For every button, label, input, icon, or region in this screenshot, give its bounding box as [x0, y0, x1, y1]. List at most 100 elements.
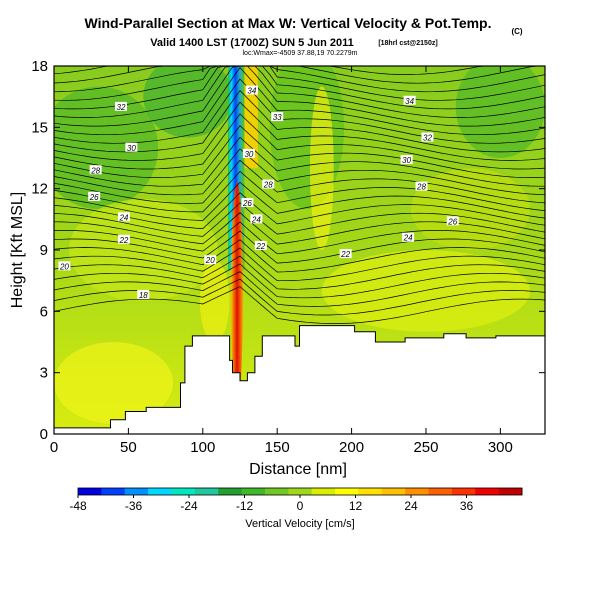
contour-label: 26	[89, 193, 99, 202]
x-tick-label: 50	[120, 439, 137, 456]
contour-label-bg	[421, 132, 434, 142]
y-tick-label: 6	[40, 303, 48, 320]
y-tick-label: 9	[40, 242, 48, 259]
theta-contour-line	[54, 67, 545, 136]
colorbar-tick-label: 36	[460, 499, 474, 513]
contour-label-bg	[245, 85, 258, 95]
theta-contour-line	[54, 170, 545, 213]
theta-contour-line	[54, 271, 545, 307]
contour-label: 32	[423, 134, 432, 143]
theta-contour-line	[54, 66, 545, 118]
contour-label-bg	[262, 179, 275, 189]
contour-label: 28	[416, 183, 426, 192]
x-axis-label: Distance [nm]	[249, 461, 347, 478]
colorbar-swatch	[288, 488, 313, 495]
y-tick-label: 15	[31, 119, 48, 136]
theta-contour-line	[54, 148, 545, 196]
theta-contour-line	[54, 278, 545, 316]
colorbar-tick-label: 12	[349, 499, 363, 513]
theta-contour-line	[54, 230, 545, 264]
contour-label-bg	[58, 261, 71, 271]
contour-label-bg	[242, 148, 255, 158]
colorbar-swatch	[358, 488, 383, 495]
colorbar-swatch	[451, 488, 476, 495]
contour-label: 22	[255, 242, 265, 251]
theta-contour-line	[54, 159, 545, 204]
contour-label: 18	[139, 291, 148, 300]
theta-contour-line	[54, 212, 545, 245]
theta-contour-line	[54, 125, 545, 178]
field-shade-1	[143, 66, 233, 138]
theta-contour-line	[54, 202, 545, 237]
contour-label: 28	[263, 181, 273, 190]
colorbar-swatch	[264, 488, 289, 495]
theta-contour-line	[54, 286, 545, 324]
y-axis-label: Height [Kft MSL]	[9, 192, 26, 309]
theta-contour-line	[54, 66, 545, 101]
contour-label: 26	[242, 199, 252, 208]
field-shade-4	[411, 168, 531, 250]
theta-contour-line	[54, 113, 545, 170]
colorbar-swatch	[498, 488, 523, 495]
x-tick-label: 200	[339, 439, 364, 456]
field-shade-5	[68, 198, 218, 302]
contour-label: 22	[340, 250, 350, 259]
colorbar-swatch	[101, 488, 126, 495]
theta-contour-line	[54, 247, 545, 282]
colorbar-swatch	[218, 488, 243, 495]
contour-label-bg	[89, 165, 102, 175]
contour-label-bg	[415, 181, 428, 191]
colorbar-swatch	[148, 488, 172, 495]
theta-contour-line	[54, 66, 545, 127]
updraft-core	[231, 182, 243, 408]
contour-label: 26	[447, 217, 457, 226]
x-tick-label: 100	[190, 439, 215, 456]
x-tick-label: 250	[413, 439, 438, 456]
contour-label-bg	[254, 240, 267, 250]
colorbar-swatch	[428, 488, 453, 495]
contour-label: 34	[405, 97, 414, 106]
colorbar-swatch	[194, 488, 219, 495]
colorbar-swatch	[335, 488, 359, 495]
colorbar-tick-label: -48	[69, 499, 87, 513]
theta-contour-line	[54, 66, 545, 110]
contour-label-bg	[403, 95, 416, 105]
contour-label: 24	[403, 234, 413, 243]
colorbar-swatch	[124, 488, 149, 495]
colorbar-tick-label: -12	[236, 499, 254, 513]
chart-title-units: (C)	[511, 27, 522, 36]
contour-label: 28	[90, 166, 100, 175]
theta-contour-line	[54, 239, 545, 273]
contour-label: 30	[127, 144, 136, 153]
chart-title: Wind-Parallel Section at Max W: Vertical…	[84, 15, 491, 31]
colorbar-swatch	[241, 488, 266, 495]
contour-label: 20	[59, 262, 69, 271]
colorbar-label: Vertical Velocity [cm/s]	[245, 518, 354, 530]
contour-label: 30	[244, 150, 253, 159]
field-shade-7	[54, 342, 174, 424]
contour-label: 24	[251, 215, 261, 224]
contour-label: 30	[402, 156, 411, 165]
x-tick-label: 0	[50, 439, 58, 456]
theta-contour-line	[54, 255, 545, 290]
colorbar-swatch	[78, 488, 102, 495]
contour-label: 20	[205, 256, 215, 265]
theta-contour-line	[54, 78, 545, 144]
x-tick-label: 150	[265, 439, 290, 456]
contour-label-bg	[137, 289, 150, 299]
theta-contour-line	[54, 221, 545, 255]
contour-label-bg	[271, 112, 284, 122]
theta-contour-line	[54, 66, 545, 93]
contour-label-bg	[117, 234, 130, 244]
theta-contour-line	[54, 101, 545, 161]
theta-contour-line	[54, 263, 545, 299]
colorbar: -48 -36 -24 -12 0 12 24 36	[69, 487, 523, 513]
chart-subtitle: Valid 1400 LST (1700Z) SUN 5 Jun 2011	[150, 37, 354, 49]
chart-subtitle-run: [18hrl cst@2150z]	[378, 40, 437, 47]
contour-label: 33	[273, 113, 282, 122]
contour-label: 24	[118, 213, 128, 222]
colorbar-tick-label: 0	[297, 499, 304, 513]
y-tick-label: 12	[31, 181, 48, 198]
theta-contour-line	[54, 181, 545, 221]
